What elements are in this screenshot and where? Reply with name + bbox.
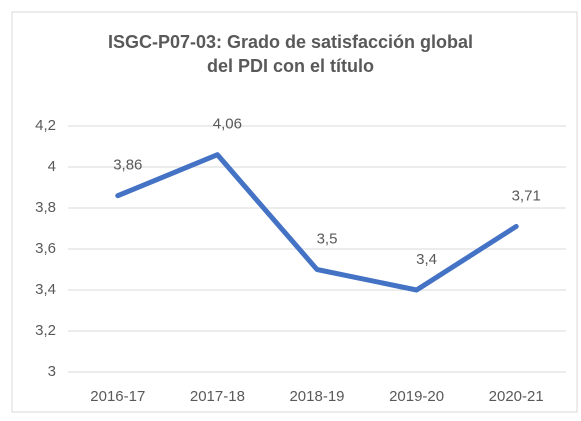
- chart-title: ISGC-P07-03: Grado de satisfacción globa…: [107, 32, 474, 76]
- y-tick-label: 3,2: [35, 322, 56, 339]
- data-label: 3,86: [113, 157, 142, 174]
- data-label: 3,5: [317, 230, 338, 247]
- y-tick-label: 3,6: [35, 240, 56, 257]
- y-tick-label: 3,4: [35, 281, 56, 298]
- y-tick-label: 4,2: [35, 117, 56, 134]
- x-tick-label: 2019-20: [389, 388, 444, 405]
- y-tick-label: 4: [48, 158, 56, 175]
- data-label: 3,4: [416, 251, 437, 268]
- data-line: [115, 152, 519, 293]
- data-label: 4,06: [213, 116, 242, 133]
- chart-border: [11, 11, 578, 413]
- data-label: 3,71: [512, 187, 541, 204]
- x-tick-label: 2017-18: [190, 388, 245, 405]
- y-tick-label: 3,8: [35, 199, 56, 216]
- x-tick-label: 2020-21: [489, 388, 544, 405]
- x-tick-label: 2018-19: [289, 388, 344, 405]
- x-tick-label: 2016-17: [90, 388, 145, 405]
- y-tick-label: 3: [48, 363, 56, 380]
